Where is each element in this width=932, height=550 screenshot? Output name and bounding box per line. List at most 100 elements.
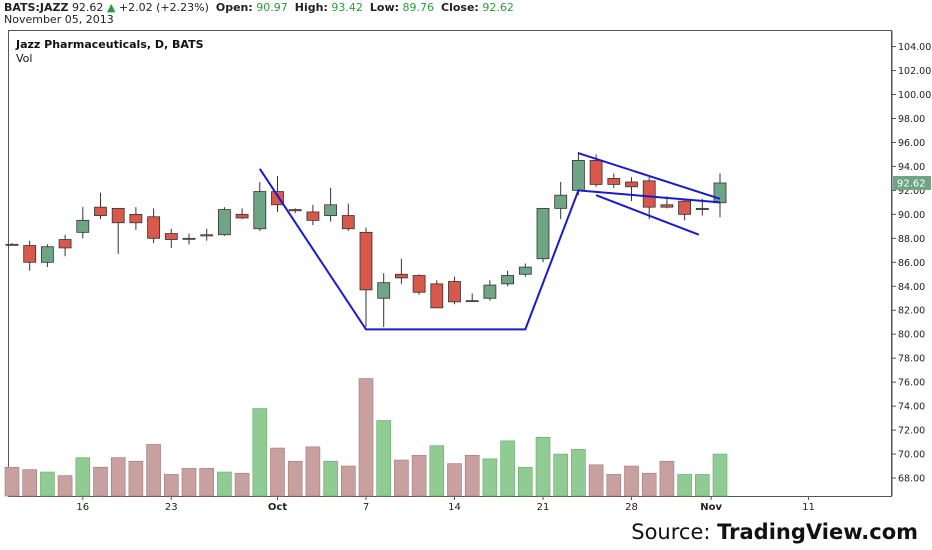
volume-bar (164, 474, 179, 497)
volume-bar (199, 468, 214, 497)
volume-bar (110, 457, 126, 497)
low-label: Low: (369, 1, 400, 14)
volume-bar (75, 457, 91, 497)
source-credit: Source: TradingView.com (631, 520, 918, 544)
candle-body (572, 160, 585, 191)
candle-body (589, 160, 603, 185)
quote-line: BATS:JAZZ 92.62 ▲ +2.02 (+2.23%) Open: 9… (4, 1, 514, 14)
quote-header: BATS:JAZZ 92.62 ▲ +2.02 (+2.23%) Open: 9… (0, 0, 932, 28)
candle-body (465, 300, 479, 303)
up-arrow-icon: ▲ (106, 1, 116, 14)
candle-body (554, 194, 568, 209)
symbol: BATS:JAZZ (4, 1, 69, 14)
volume-bar (659, 460, 675, 497)
candle-body (23, 245, 37, 263)
y-tick-label: 78.00 (898, 354, 925, 365)
volume-bar (394, 459, 409, 497)
volume-bar (22, 469, 38, 497)
close-value: 92.62 (482, 1, 514, 14)
quote-date: November 05, 2013 (4, 13, 114, 26)
y-tick-label: 82.00 (898, 306, 925, 317)
y-tick-label: 90.00 (898, 210, 925, 221)
volume-bar (358, 378, 374, 497)
candle-body (341, 215, 355, 230)
candle-body (430, 283, 444, 309)
candle-body (695, 207, 709, 210)
source-prefix: Source: (631, 520, 718, 544)
volume-bar (252, 408, 268, 497)
volume-bar (57, 475, 73, 497)
candle-body (235, 213, 249, 219)
candle-body (5, 243, 19, 246)
candle-body (678, 200, 691, 215)
candle-body (483, 284, 497, 299)
candle-body (324, 204, 338, 216)
candle-body (182, 237, 196, 240)
volume-bar (234, 472, 250, 497)
y-tick-label: 76.00 (898, 378, 925, 389)
candle-body (448, 281, 461, 303)
x-tick-label: 14 (448, 502, 461, 513)
volume-bar (553, 453, 569, 497)
y-tick-label: 92.00 (898, 186, 925, 197)
x-tick-label: 16 (76, 502, 89, 513)
last-price-tag (893, 175, 931, 190)
y-tick-label: 72.00 (898, 426, 925, 437)
volume-bar (340, 465, 356, 497)
chart-legend: Jazz Pharmaceuticals, D, BATS Vol (16, 38, 204, 66)
chart-title: Jazz Pharmaceuticals, D, BATS (16, 38, 204, 51)
volume-bar (464, 454, 480, 497)
last-price-tag-label: 92.62 (897, 178, 926, 189)
volume-bar (447, 463, 462, 497)
pattern-trendline (258, 168, 721, 331)
price-change: +2.02 (+2.23%) (118, 1, 209, 14)
candle-body (394, 273, 408, 279)
candle-body (412, 275, 426, 293)
candle-body (129, 213, 143, 224)
candle-body (111, 207, 125, 224)
volume-bar (128, 460, 144, 497)
volume-bar (571, 448, 586, 497)
candle-body (501, 275, 515, 285)
volume-bar (287, 460, 303, 497)
candle-body (288, 209, 302, 212)
volume-bar (93, 466, 108, 497)
candle-body (625, 181, 638, 188)
volume-bar (517, 466, 533, 497)
candle-body (607, 178, 621, 185)
x-tick-label: Oct (268, 502, 287, 513)
y-tick-label: 104.00 (898, 42, 931, 53)
tradingview-logo-text: TradingView.com (717, 520, 918, 544)
candle-body (147, 216, 161, 239)
candle-body (217, 209, 231, 236)
y-tick-label: 94.00 (898, 162, 925, 173)
open-value: 90.97 (256, 1, 288, 14)
y-tick-label: 70.00 (898, 450, 925, 461)
volume-bar (146, 444, 161, 497)
candle-body (518, 266, 532, 275)
candle-body (41, 246, 54, 263)
x-tick-label: 21 (537, 502, 550, 513)
pattern-trendline (595, 194, 700, 236)
candle-body (306, 211, 320, 221)
low-value: 89.76 (402, 1, 435, 14)
volume-bar (305, 446, 321, 497)
candle-body (253, 191, 267, 230)
volume-bar (411, 454, 427, 497)
y-tick-label: 102.00 (898, 66, 931, 77)
volume-bar (694, 474, 710, 497)
volume-bar (588, 464, 604, 497)
y-tick-label: 88.00 (898, 234, 925, 245)
candle-body (642, 180, 656, 208)
volume-bar (677, 474, 692, 497)
candle-body (536, 207, 550, 260)
candle-body (58, 239, 72, 249)
last-price: 92.62 (71, 1, 104, 14)
volume-bar (40, 471, 55, 497)
high-label: High: (294, 1, 328, 14)
volume-bar (500, 440, 515, 497)
high-value: 93.42 (331, 1, 363, 14)
candle-body (359, 231, 373, 291)
volume-bar (606, 474, 622, 497)
